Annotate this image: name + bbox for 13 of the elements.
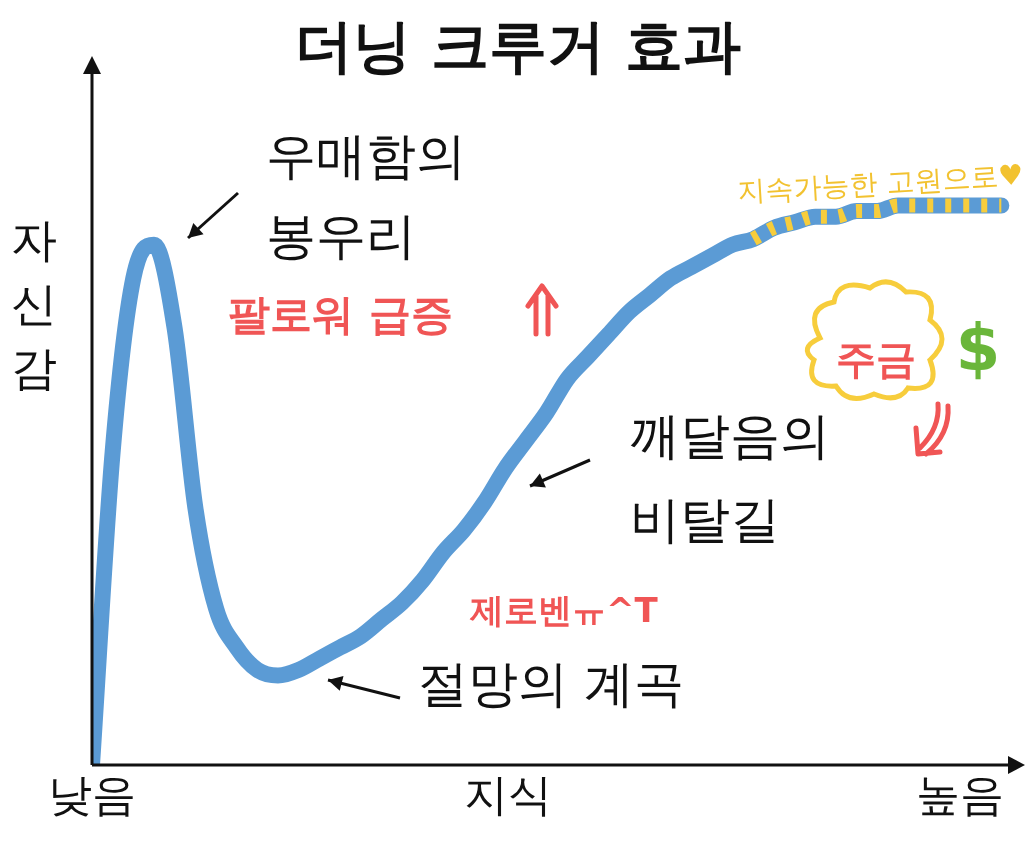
annotation: 우매함의 봉우리 — [266, 126, 466, 265]
x-tick-label: 높음 — [916, 769, 1004, 821]
annotation: 팔로워 급증 — [228, 289, 453, 339]
chart-title: 더닝 크루거 효과 — [294, 12, 742, 80]
annotation: 깨달음의 비탈길 — [630, 406, 830, 549]
annotation: 절망의 계곡 — [418, 654, 684, 713]
annotation: 제로벤ㅠ^T — [469, 589, 659, 630]
x-tick-label: 낮음 — [48, 769, 136, 821]
annotation: $ — [955, 310, 1001, 385]
annotation: 주금 — [836, 336, 916, 383]
annotation: 지속가능한 고원으로♥ — [736, 158, 1025, 209]
x-axis-title: 지식 — [464, 769, 552, 821]
y-axis-title: 자신감 — [11, 212, 57, 395]
